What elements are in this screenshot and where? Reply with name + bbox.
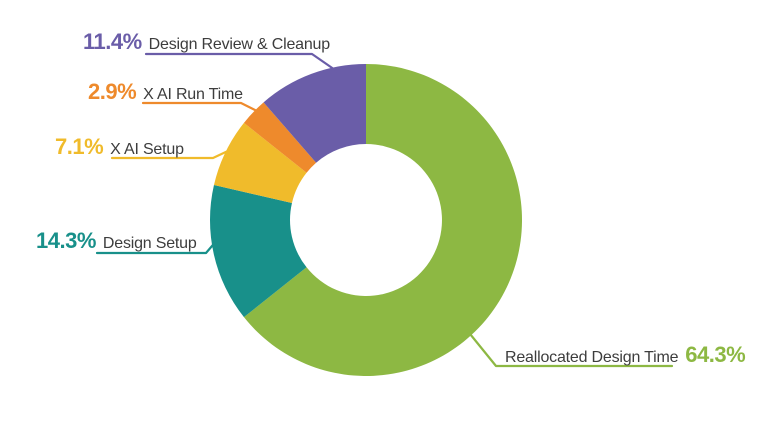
leader-line-x-ai-run-time <box>141 101 261 114</box>
leader-line-design-review-cleanup <box>144 52 340 74</box>
donut-slice-design-setup <box>209 185 307 318</box>
callout-label-design-review-cleanup: Design Review & Cleanup <box>148 36 330 53</box>
callout-x-ai-run-time: 2.9% X AI Run Time <box>88 81 243 103</box>
callout-pct-x-ai-run-time: 2.9% <box>88 79 137 104</box>
callout-pct-x-ai-setup: 7.1% <box>55 134 104 159</box>
callout-label-design-setup: Design Setup <box>102 235 197 252</box>
callout-label-x-ai-run-time: X AI Run Time <box>143 86 243 103</box>
leader-line-x-ai-setup <box>110 148 232 160</box>
callout-pct-reallocated-design-time: 64.3% <box>685 342 746 367</box>
leader-lines <box>95 52 674 368</box>
callout-pct-design-review-cleanup: 11.4% <box>83 29 142 54</box>
callout-label-reallocated-design-time: Reallocated Design Time <box>505 349 679 366</box>
donut-slice-x-ai-setup <box>213 122 307 203</box>
callout-x-ai-setup: 7.1% X AI Setup <box>55 136 184 158</box>
donut-slice-x-ai-run-time <box>243 102 317 173</box>
callout-design-setup: 14.3% Design Setup <box>36 230 197 252</box>
donut-slices <box>209 64 523 376</box>
donut-slice-reallocated-design-time <box>243 64 523 376</box>
callout-pct-design-setup: 14.3% <box>36 228 96 253</box>
leader-line-reallocated-design-time <box>464 327 674 368</box>
callout-reallocated-design-time: Reallocated Design Time 64.3% <box>505 342 746 367</box>
leader-line-design-setup <box>95 237 220 255</box>
callout-label-x-ai-setup: X AI Setup <box>110 141 184 158</box>
donut-slice-design-review-cleanup <box>263 64 366 163</box>
callout-design-review-cleanup: 11.4% Design Review & Cleanup <box>83 31 330 53</box>
